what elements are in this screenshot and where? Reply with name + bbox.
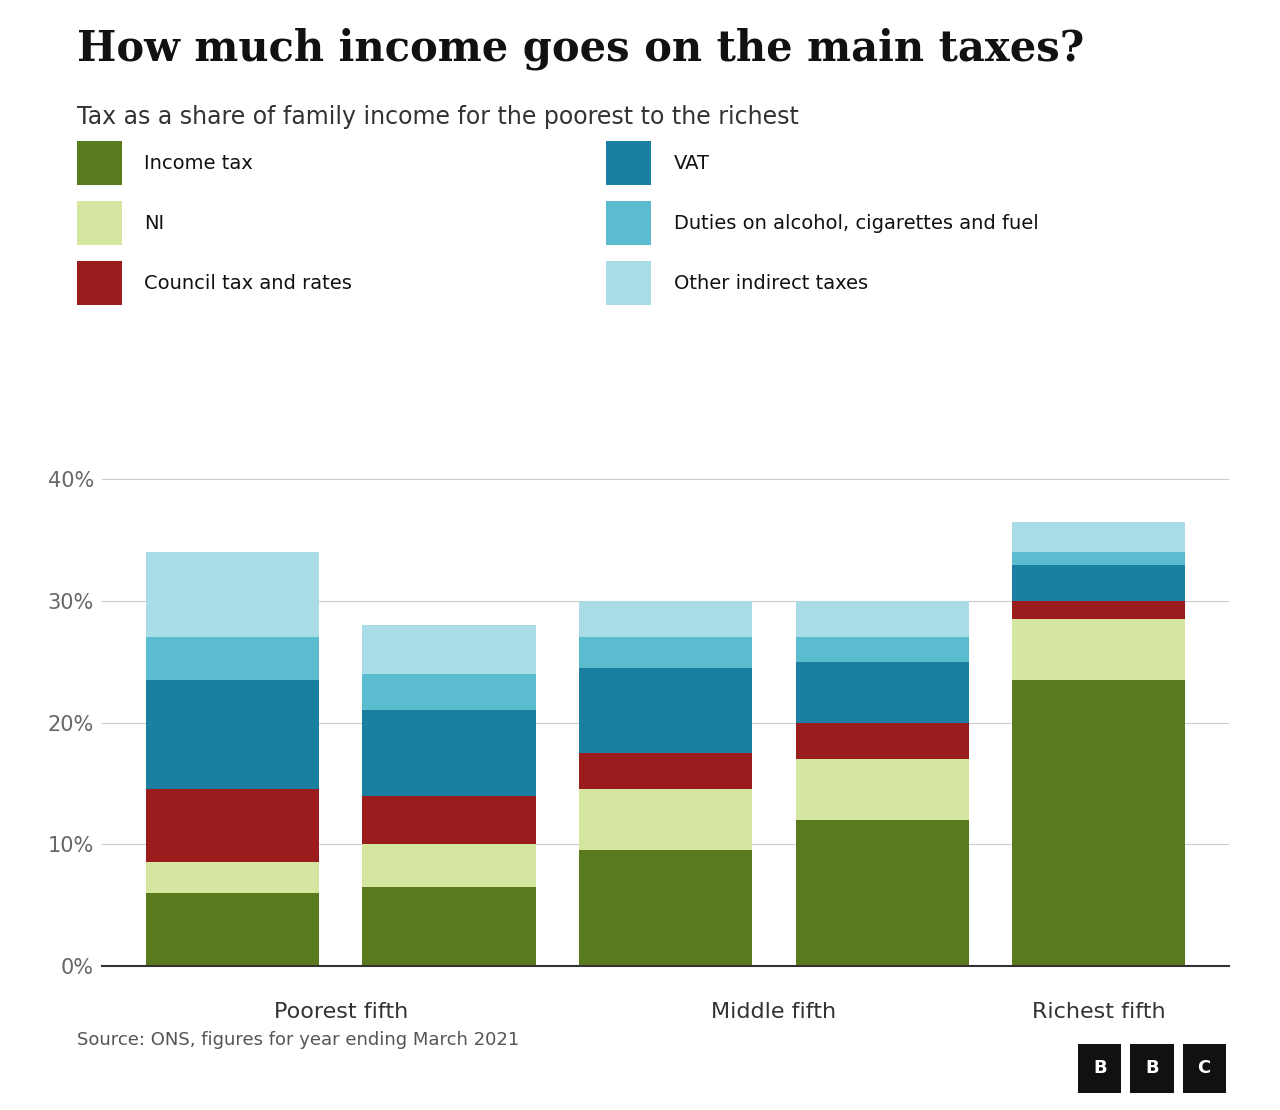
Bar xyxy=(146,892,319,966)
Bar xyxy=(579,668,753,753)
Bar xyxy=(1012,601,1185,619)
Bar xyxy=(1012,553,1185,565)
Bar xyxy=(579,753,753,789)
Bar xyxy=(146,680,319,789)
Text: Poorest fifth: Poorest fifth xyxy=(274,1002,408,1022)
Bar xyxy=(362,844,535,887)
Bar xyxy=(146,862,319,892)
Bar xyxy=(1012,619,1185,680)
Text: Income tax: Income tax xyxy=(145,153,253,173)
Text: Middle fifth: Middle fifth xyxy=(712,1002,836,1022)
Bar xyxy=(362,887,535,966)
Bar xyxy=(362,625,535,674)
Bar xyxy=(77,141,122,185)
Bar xyxy=(1012,680,1185,966)
Bar xyxy=(579,637,753,668)
Text: B: B xyxy=(1093,1059,1107,1078)
Bar xyxy=(796,759,969,820)
Bar xyxy=(146,637,319,680)
Bar xyxy=(579,601,753,637)
Text: Duties on alcohol, cigarettes and fuel: Duties on alcohol, cigarettes and fuel xyxy=(673,213,1038,233)
Bar xyxy=(1012,565,1185,601)
Text: VAT: VAT xyxy=(673,153,710,173)
FancyBboxPatch shape xyxy=(1130,1043,1174,1092)
Bar xyxy=(362,710,535,796)
Text: Tax as a share of family income for the poorest to the richest: Tax as a share of family income for the … xyxy=(77,105,799,130)
Bar xyxy=(362,674,535,710)
Text: Other indirect taxes: Other indirect taxes xyxy=(673,273,868,293)
Bar xyxy=(796,723,969,759)
Bar xyxy=(607,201,652,245)
Bar xyxy=(77,201,122,245)
Text: C: C xyxy=(1198,1059,1211,1078)
Bar xyxy=(146,553,319,637)
Text: NI: NI xyxy=(145,213,165,233)
Text: How much income goes on the main taxes?: How much income goes on the main taxes? xyxy=(77,28,1084,70)
Bar xyxy=(796,601,969,637)
Text: Source: ONS, figures for year ending March 2021: Source: ONS, figures for year ending Mar… xyxy=(77,1031,520,1049)
FancyBboxPatch shape xyxy=(1078,1043,1121,1092)
Text: Richest fifth: Richest fifth xyxy=(1032,1002,1166,1022)
Bar xyxy=(607,141,652,185)
Bar xyxy=(1012,522,1185,553)
Bar xyxy=(362,796,535,844)
Bar xyxy=(77,261,122,305)
Text: B: B xyxy=(1146,1059,1158,1078)
Text: Council tax and rates: Council tax and rates xyxy=(145,273,352,293)
Bar xyxy=(146,789,319,862)
Bar xyxy=(796,820,969,966)
Bar xyxy=(796,637,969,662)
Bar xyxy=(607,261,652,305)
Bar xyxy=(579,850,753,966)
FancyBboxPatch shape xyxy=(1183,1043,1226,1092)
Bar xyxy=(579,789,753,850)
Bar xyxy=(796,662,969,723)
